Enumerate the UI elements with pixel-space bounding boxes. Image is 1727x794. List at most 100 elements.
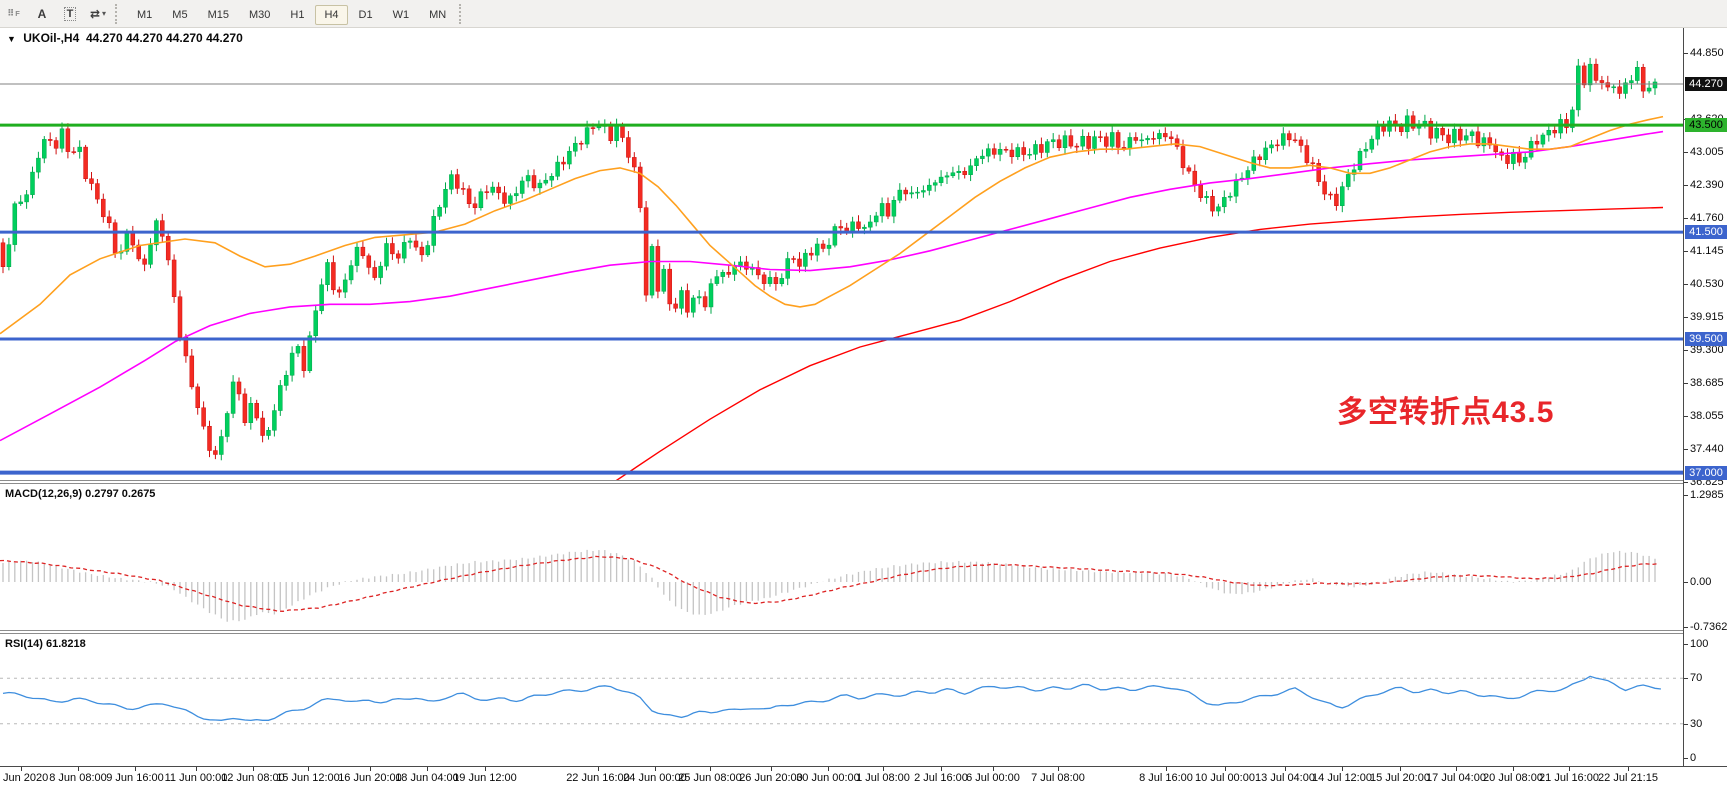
toolbar-separator <box>115 3 124 24</box>
time-tick-mark <box>253 767 254 771</box>
axis-tick-mark <box>1684 151 1688 153</box>
axis-tick-mark <box>1684 582 1688 583</box>
timeframe-button-h4[interactable]: H4 <box>315 4 348 25</box>
timeframe-button-m30[interactable]: M30 <box>248 8 271 21</box>
main-chart-pane[interactable] <box>0 28 1683 480</box>
time-tick-mark <box>1058 767 1059 771</box>
time-tick-label: 8 Jun 08:00 <box>49 772 107 784</box>
arrange-windows-button[interactable]: ⇄ ▾ <box>84 3 112 25</box>
price-level-badge: 44.270 <box>1685 77 1727 91</box>
toolbar-grip-icon[interactable]: ⠿ F <box>7 8 21 18</box>
price-tick-label: -0.7362 <box>1690 620 1727 633</box>
time-tick-label: 1 Jul 08:00 <box>856 772 910 784</box>
chart-title: ▼ UKOil-,H4 44.270 44.270 44.270 44.270 <box>7 31 243 45</box>
time-tick-label: 30 Jun 00:00 <box>796 772 860 784</box>
symbol-dropdown-icon[interactable]: ▼ <box>7 34 16 44</box>
time-tick-mark <box>993 767 994 771</box>
time-tick-label: 26 Jun 20:00 <box>739 772 803 784</box>
axis-tick-mark <box>1684 218 1688 220</box>
timeframe-button-w1[interactable]: W1 <box>392 8 410 21</box>
price-level-badge: 41.500 <box>1685 225 1727 240</box>
price-tick-label: 1.2985 <box>1690 489 1724 501</box>
time-tick-label: 24 Jun 00:00 <box>623 772 687 784</box>
time-tick-mark <box>485 767 486 771</box>
time-tick-mark <box>828 767 829 771</box>
axis-tick-mark <box>1684 449 1688 451</box>
symbol-quotes: 44.270 44.270 44.270 44.270 <box>85 31 243 45</box>
time-tick-label: 22 Jun 16:00 <box>566 772 630 784</box>
price-tick-label: 70 <box>1690 672 1703 685</box>
price-tick-label: 39.300 <box>1690 343 1724 356</box>
axis-tick-mark <box>1684 678 1688 680</box>
time-tick-mark <box>21 767 22 771</box>
axis-tick-mark <box>1684 316 1688 318</box>
axis-tick-mark <box>1684 184 1688 186</box>
pane-splitter[interactable] <box>0 480 1727 484</box>
time-tick-mark <box>1513 767 1514 771</box>
time-tick-label: 7 Jul 08:00 <box>1031 772 1085 784</box>
time-tick-mark <box>78 767 79 771</box>
timeframe-button-h1[interactable]: H1 <box>290 8 305 21</box>
time-tick-mark <box>1569 767 1570 771</box>
price-level-badge: 37.000 <box>1685 465 1727 480</box>
time-tick-mark <box>1456 767 1457 771</box>
price-tick-label: 43.005 <box>1690 145 1724 158</box>
time-tick-mark <box>598 767 599 771</box>
price-tick-label: 30 <box>1690 717 1703 730</box>
time-tick-label: 12 Jun 08:00 <box>221 772 285 784</box>
text-label-button[interactable]: T <box>56 3 84 25</box>
time-tick-mark <box>710 767 711 771</box>
time-tick-mark <box>427 767 428 771</box>
axis-tick-mark <box>1684 626 1688 628</box>
time-tick-label: 19 Jun 12:00 <box>453 772 517 784</box>
price-level-badge: 43.500 <box>1685 118 1727 133</box>
time-tick-label: 16 Jun 20:00 <box>338 772 402 784</box>
timeframe-bar: M1 M5 M15 M30 H1 H4 D1 W1 MN <box>127 4 456 25</box>
time-tick-label: 10 Jul 00:00 <box>1195 772 1255 784</box>
time-tick-mark <box>655 767 656 771</box>
timeframe-button-d1[interactable]: D1 <box>358 8 373 21</box>
axis-tick-mark <box>1684 723 1688 725</box>
macd-chart[interactable] <box>0 484 1683 630</box>
rsi-chart[interactable] <box>0 634 1683 766</box>
axis-tick-mark <box>1684 251 1688 253</box>
axis-tick-mark <box>1684 349 1688 351</box>
axis-tick-mark <box>1684 53 1688 54</box>
time-tick-label: 14 Jul 12:00 <box>1312 772 1372 784</box>
macd-pane[interactable] <box>0 484 1683 630</box>
time-tick-label: 15 Jul 20:00 <box>1370 772 1430 784</box>
rsi-pane[interactable] <box>0 634 1683 766</box>
arrange-icon: ⇄ <box>89 6 101 21</box>
axis-tick-mark <box>1684 644 1688 645</box>
time-tick-label: 6 Jul 00:00 <box>966 772 1020 784</box>
time-tick-label: 9 Jun 16:00 <box>106 772 164 784</box>
pane-splitter[interactable] <box>0 630 1727 634</box>
time-tick-label: 8 Jul 16:00 <box>1139 772 1193 784</box>
time-tick-label: 25 Jun 08:00 <box>678 772 742 784</box>
timeframe-button-m1[interactable]: M1 <box>137 8 153 21</box>
time-tick-label: 22 Jul 21:15 <box>1598 772 1658 784</box>
price-tick-label: 0.00 <box>1690 576 1712 588</box>
timeframe-button-mn[interactable]: MN <box>429 8 447 21</box>
price-tick-label: 38.685 <box>1690 376 1724 389</box>
price-tick-label: 41.760 <box>1690 212 1724 225</box>
toolbar-separator <box>459 3 468 24</box>
timeframe-button-m5[interactable]: M5 <box>172 8 188 21</box>
price-tick-label: 0 <box>1690 752 1697 764</box>
candlestick-chart[interactable] <box>0 28 1683 480</box>
time-tick-label: 21 Jul 16:00 <box>1539 772 1599 784</box>
time-tick-label: 17 Jul 04:00 <box>1426 772 1486 784</box>
time-tick-label: 5 Jun 2020 <box>0 772 49 784</box>
price-axis[interactable]: 44.85043.62043.00542.39041.76041.14540.5… <box>1683 28 1727 766</box>
time-tick-mark <box>1285 767 1286 771</box>
time-tick-mark <box>1342 767 1343 771</box>
time-tick-mark <box>1628 767 1629 771</box>
text-annotation-button[interactable]: A <box>37 6 47 21</box>
price-tick-label: 41.145 <box>1690 245 1724 258</box>
time-tick-mark <box>771 767 772 771</box>
time-tick-label: 11 Jun 00:00 <box>164 772 228 784</box>
axis-tick-mark <box>1684 382 1688 384</box>
timeframe-button-m15[interactable]: M15 <box>207 8 229 21</box>
